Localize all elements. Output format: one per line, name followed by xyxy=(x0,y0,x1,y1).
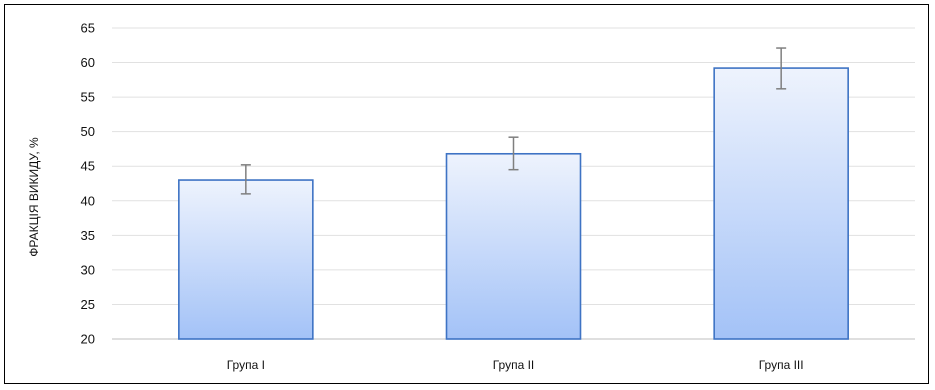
y-tick-labels: 20 25 30 35 40 45 50 55 60 65 xyxy=(81,21,95,347)
bars xyxy=(178,67,849,340)
y-tick-label: 30 xyxy=(81,262,95,277)
error-bar-1 xyxy=(240,164,251,195)
y-tick-label: 65 xyxy=(81,21,95,36)
y-tick-label: 45 xyxy=(81,159,95,174)
y-tick-label: 60 xyxy=(81,55,95,70)
bar-2 xyxy=(445,152,582,340)
error-bars xyxy=(240,47,787,195)
error-bar-3 xyxy=(776,47,787,90)
bar-3 xyxy=(713,67,849,340)
y-tick-label: 40 xyxy=(81,193,95,208)
x-tick-label: Група III xyxy=(759,358,804,372)
x-tick-label: Група I xyxy=(227,358,265,372)
error-bar-2 xyxy=(508,136,519,171)
x-tick-labels: Група I Група II Група III xyxy=(227,358,804,372)
y-tick-label: 35 xyxy=(81,228,95,243)
y-axis-label: ФРАКЦІЯ ВИКИДУ, % xyxy=(27,137,41,257)
y-tick-label: 50 xyxy=(81,124,95,139)
y-tick-label: 25 xyxy=(81,297,95,312)
x-tick-label: Група II xyxy=(493,358,535,372)
y-tick-label: 55 xyxy=(81,90,95,105)
chart-frame: 20 25 30 35 40 45 50 55 60 65 Група I Група II Груп… xyxy=(4,4,929,384)
bar-1 xyxy=(178,179,314,340)
y-tick-label: 20 xyxy=(81,332,95,347)
